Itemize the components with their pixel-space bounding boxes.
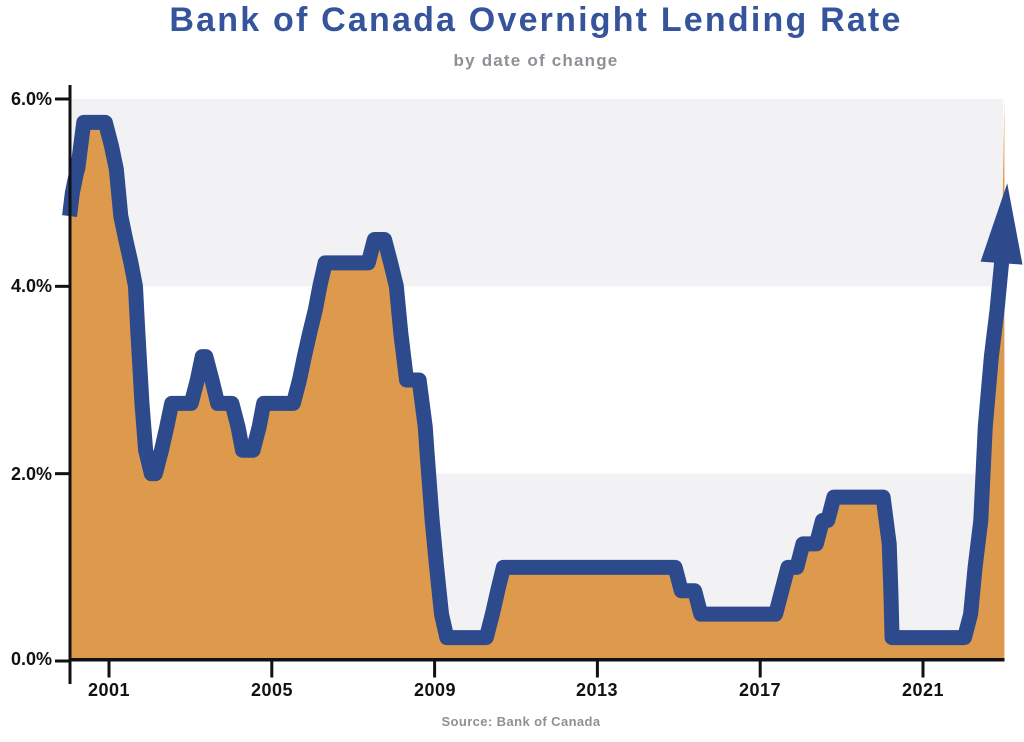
x-axis-tick bbox=[595, 661, 599, 678]
y-axis-label-4: 4.0% bbox=[10, 276, 52, 296]
y-axis-tick bbox=[55, 659, 70, 663]
shaded-band bbox=[69, 98, 1003, 287]
rate-line bbox=[62, 114, 1010, 646]
y-axis-label-0: 0.0% bbox=[10, 649, 52, 669]
x-axis-label-2021: 2021 bbox=[901, 680, 945, 700]
y-axis-tick bbox=[55, 472, 70, 476]
x-axis-tick bbox=[107, 661, 111, 678]
x-axis-label-2013: 2013 bbox=[575, 680, 619, 700]
x-axis-tick bbox=[758, 661, 762, 678]
x-axis-label-2017: 2017 bbox=[738, 680, 782, 700]
source-note: Source: Bank of Canada bbox=[441, 714, 601, 729]
y-axis-line bbox=[68, 85, 72, 684]
y-axis-tick bbox=[55, 284, 70, 288]
x-axis-line bbox=[68, 658, 1005, 662]
y-axis-label-2: 2.0% bbox=[10, 464, 52, 484]
x-axis-tick bbox=[433, 661, 437, 678]
y-axis-tick bbox=[55, 97, 70, 101]
chart-subtitle: by date of change bbox=[453, 51, 619, 70]
rate-area-fill bbox=[69, 98, 1005, 661]
x-axis-tick bbox=[270, 661, 274, 678]
x-axis-label-2009: 2009 bbox=[413, 680, 457, 700]
rising-rate-arrowhead-icon bbox=[980, 183, 1023, 265]
y-axis-label-6: 6.0% bbox=[10, 89, 52, 109]
x-axis-label-2005: 2005 bbox=[250, 680, 294, 700]
x-axis-label-2001: 2001 bbox=[87, 680, 131, 700]
chart-title: Bank of Canada Overnight Lending Rate bbox=[169, 1, 903, 39]
x-axis-tick bbox=[921, 661, 925, 678]
